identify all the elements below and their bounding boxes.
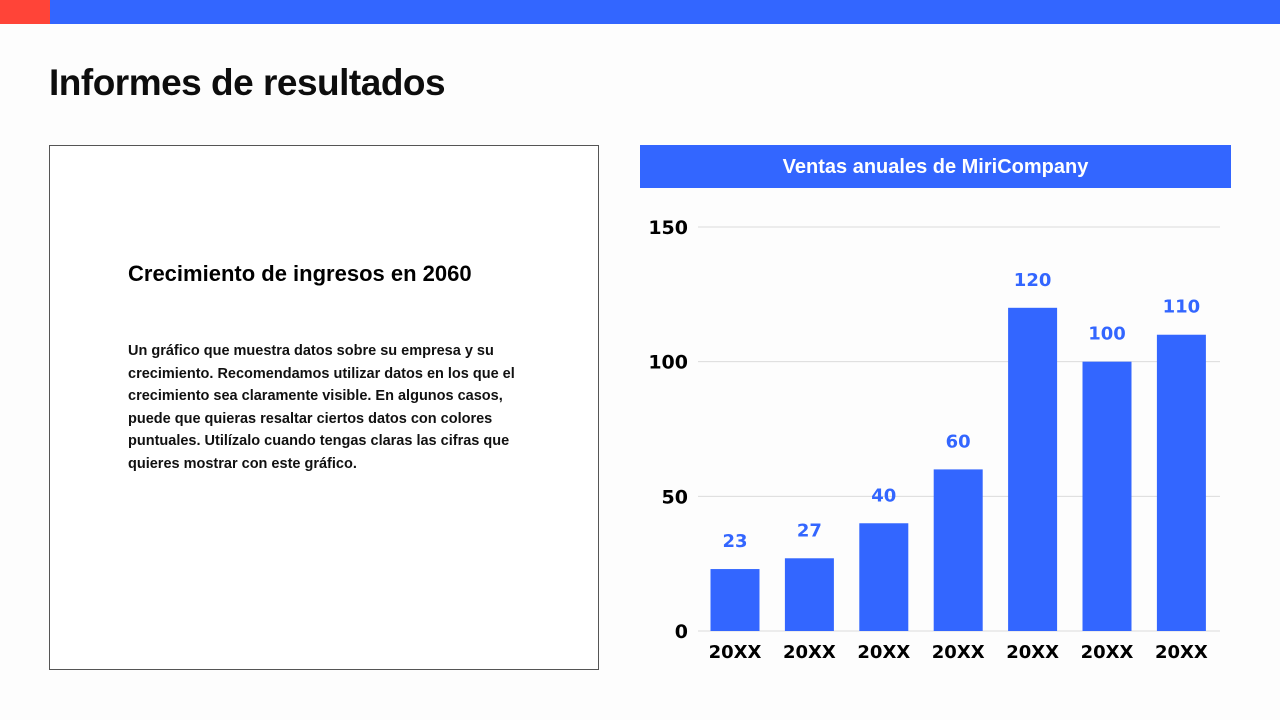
- data-label: 27: [797, 520, 822, 541]
- bar: [1156, 334, 1206, 631]
- x-tick-label: 20XX: [857, 642, 910, 663]
- bar: [710, 569, 760, 631]
- x-tick-label: 20XX: [1006, 642, 1059, 663]
- data-label: 60: [946, 431, 971, 452]
- x-tick-label: 20XX: [1155, 642, 1208, 663]
- x-tick-label: 20XX: [709, 642, 762, 663]
- y-tick-label: 50: [662, 486, 688, 508]
- x-tick-label: 20XX: [1081, 642, 1134, 663]
- data-label: 120: [1014, 270, 1052, 291]
- chart-title: Ventas anuales de MiriCompany: [640, 145, 1231, 188]
- bar: [859, 523, 909, 631]
- x-tick-label: 20XX: [932, 642, 985, 663]
- card-body: Un gráfico que muestra datos sobre su em…: [128, 343, 515, 472]
- bar: [1008, 307, 1058, 631]
- data-label: 40: [871, 485, 896, 506]
- top-red-accent: [0, 0, 50, 24]
- y-tick-label: 150: [648, 217, 688, 239]
- top-accent-bar: [0, 0, 1280, 24]
- data-label: 110: [1163, 297, 1201, 318]
- x-tick-label: 20XX: [783, 642, 836, 663]
- bar: [933, 469, 983, 631]
- bar: [1082, 361, 1132, 631]
- y-tick-label: 0: [675, 621, 688, 643]
- card-heading: Crecimiento de ingresos en 2060: [128, 261, 472, 286]
- description-card: Crecimiento de ingresos en 2060 Un gráfi…: [49, 145, 599, 670]
- page-title: Informes de resultados: [49, 62, 446, 103]
- data-label: 23: [722, 531, 747, 552]
- bar: [784, 558, 834, 631]
- data-label: 100: [1088, 324, 1126, 345]
- y-tick-label: 100: [648, 352, 688, 374]
